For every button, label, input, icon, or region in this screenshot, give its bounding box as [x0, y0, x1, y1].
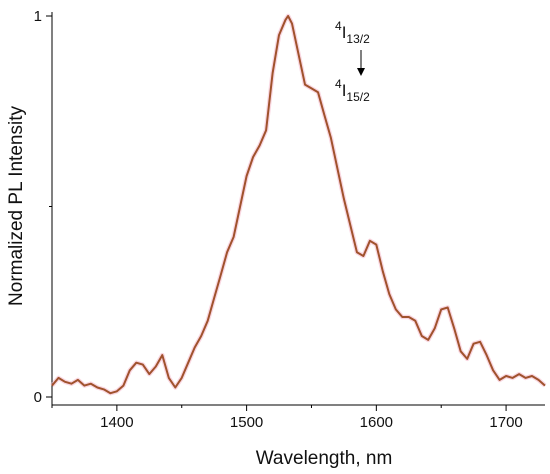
axes — [51, 12, 545, 406]
lower-level-label: 4I15/2 — [335, 77, 370, 104]
y-tick-label: 0 — [34, 389, 42, 406]
x-tick-label: 1600 — [360, 414, 393, 431]
x-ticks: 1400 1500 1600 1700 — [51, 405, 523, 431]
x-tick-label: 1500 — [230, 414, 263, 431]
x-tick-label: 1700 — [489, 414, 522, 431]
arrow-head-icon — [357, 68, 365, 76]
y-axis-title: Normalized PL Intensity — [6, 106, 27, 306]
y-tick-label: 1 — [34, 8, 42, 25]
series-line — [51, 15, 546, 395]
transition-annotation: 4I13/2 4I15/2 — [335, 19, 370, 104]
x-tick-label: 1400 — [100, 414, 133, 431]
series-halo — [50, 13, 547, 396]
series-layer — [50, 13, 547, 396]
x-axis-title: Wavelength, nm — [256, 448, 393, 469]
y-ticks: 01 — [34, 8, 52, 406]
upper-level-label: 4I13/2 — [335, 19, 370, 46]
